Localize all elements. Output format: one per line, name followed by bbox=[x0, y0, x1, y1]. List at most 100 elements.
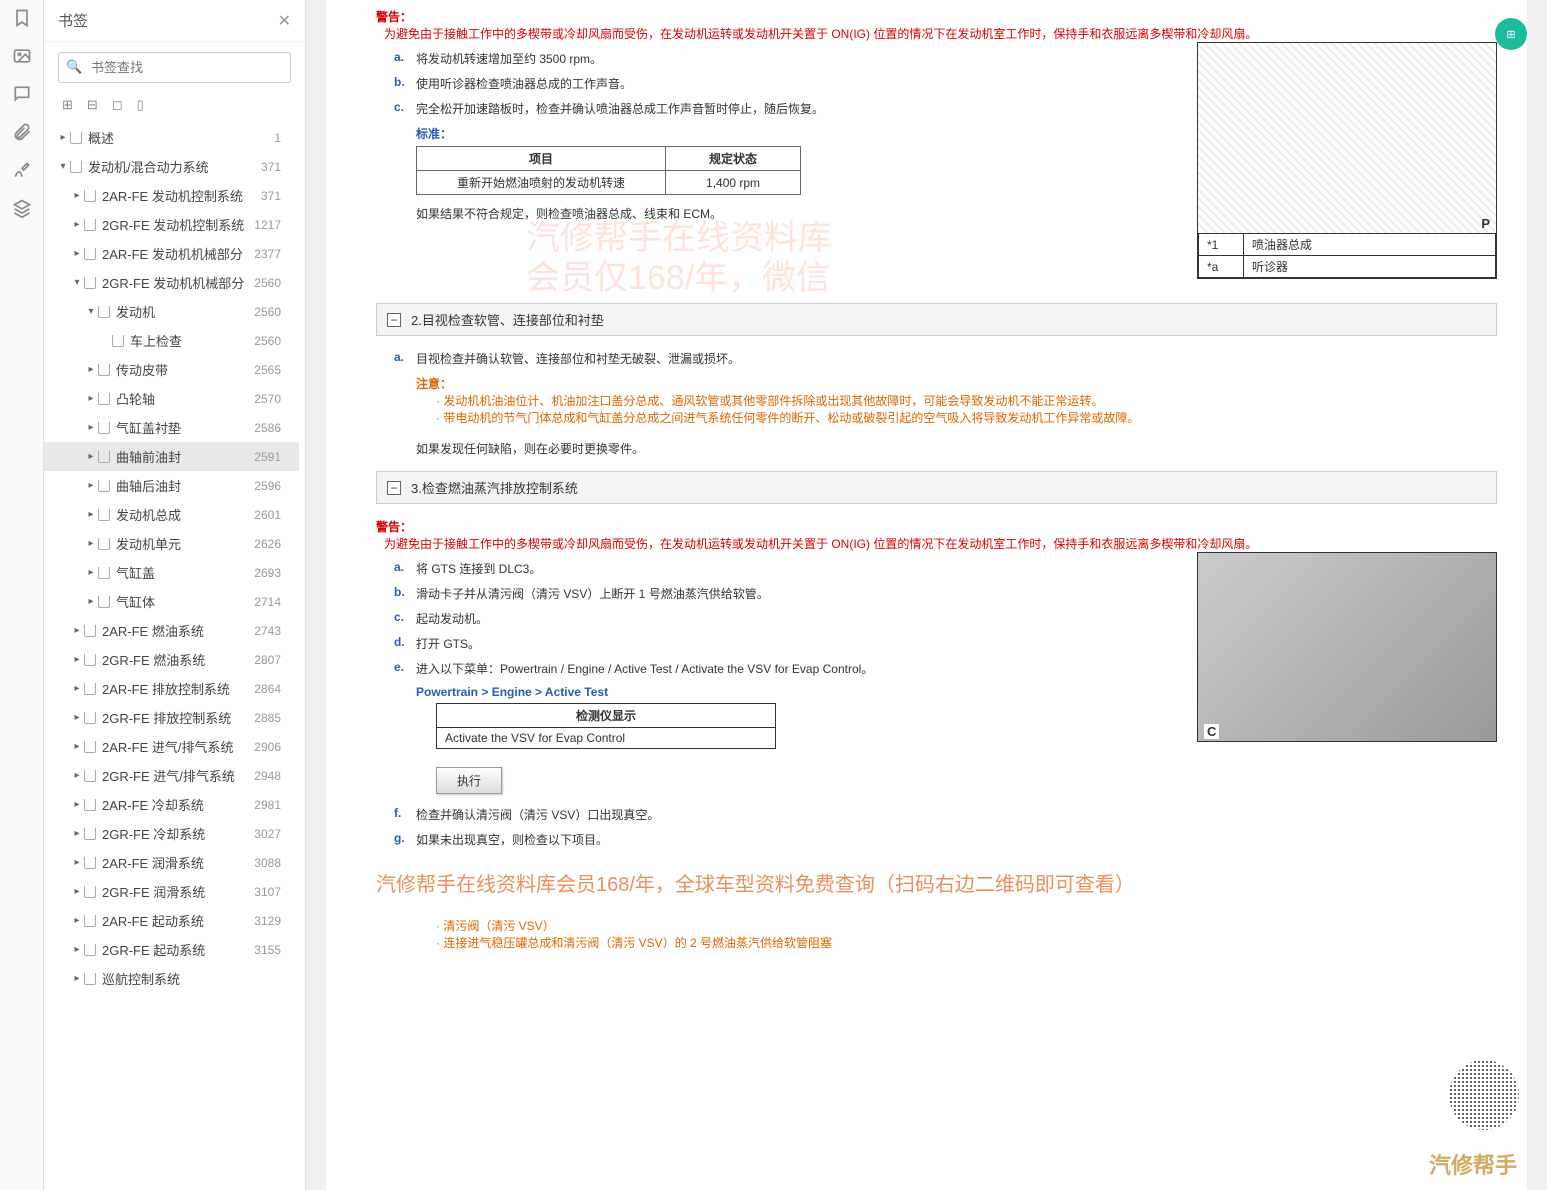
step-text: 使用听诊器检查喷油器总成的工作声音。 bbox=[416, 75, 632, 92]
bookmark-label: 传动皮带 bbox=[116, 360, 254, 379]
bookmark-label: 2GR-FE 排放控制系统 bbox=[102, 708, 254, 727]
watermark: 会员仅168/年，微信 bbox=[526, 250, 830, 299]
bookmark-node[interactable]: 车上检查2560 bbox=[44, 326, 299, 355]
chevron-icon[interactable]: ▸ bbox=[86, 509, 96, 520]
chevron-icon[interactable]: ▸ bbox=[72, 219, 82, 230]
chevron-icon[interactable]: ▸ bbox=[72, 915, 82, 926]
bookmark-label: 2GR-FE 进气/排气系统 bbox=[102, 766, 254, 785]
close-icon[interactable]: ✕ bbox=[278, 11, 291, 31]
bookmark-icon bbox=[84, 828, 96, 840]
chevron-icon[interactable]: ▸ bbox=[86, 596, 96, 607]
bookmark-label: 2GR-FE 起动系统 bbox=[102, 940, 254, 959]
bookmark-node[interactable]: ▸2GR-FE 发动机控制系统1217 bbox=[44, 210, 299, 239]
help-badge[interactable]: ⊞ bbox=[1495, 18, 1527, 50]
bullet: · 清污阀（清污 VSV） bbox=[436, 917, 1497, 934]
warning-text: 为避免由于接触工作中的多楔带或冷却风扇而受伤，在发动机运转或发动机开关置于 ON… bbox=[384, 25, 1497, 42]
bookmark-label: 发动机/混合动力系统 bbox=[88, 157, 261, 176]
chevron-icon[interactable]: ▸ bbox=[72, 190, 82, 201]
chevron-icon[interactable]: ▸ bbox=[72, 886, 82, 897]
bookmark-node[interactable]: ▸发动机总成2601 bbox=[44, 500, 299, 529]
chevron-icon[interactable]: ▾ bbox=[86, 306, 96, 317]
bookmark-node[interactable]: ▾发动机2560 bbox=[44, 297, 299, 326]
bookmark-node[interactable]: ▾2GR-FE 发动机机械部分2560 bbox=[44, 268, 299, 297]
bookmark-node[interactable]: ▾发动机/混合动力系统371 bbox=[44, 152, 299, 181]
chevron-icon[interactable]: ▸ bbox=[72, 944, 82, 955]
chevron-icon[interactable]: ▸ bbox=[86, 422, 96, 433]
layers-icon[interactable] bbox=[12, 198, 32, 218]
search-input[interactable] bbox=[58, 52, 291, 83]
bookmark-node[interactable]: ▸2GR-FE 润滑系统3107 bbox=[44, 877, 299, 906]
remove-bookmark-icon[interactable]: ⊟ bbox=[87, 97, 98, 113]
bookmark-node[interactable]: ▸曲轴后油封2596 bbox=[44, 471, 299, 500]
bookmark-node[interactable]: ▸曲轴前油封2591 bbox=[44, 442, 299, 471]
bookmark-node[interactable]: ▸发动机单元2626 bbox=[44, 529, 299, 558]
bookmark-node[interactable]: ▸气缸体2714 bbox=[44, 587, 299, 616]
chevron-icon[interactable]: ▸ bbox=[86, 567, 96, 578]
bookmark-node[interactable]: ▸2GR-FE 进气/排气系统2948 bbox=[44, 761, 299, 790]
bookmark-node[interactable]: ▸2AR-FE 发动机机械部分2377 bbox=[44, 239, 299, 268]
chevron-icon[interactable]: ▸ bbox=[86, 538, 96, 549]
chevron-icon[interactable]: ▸ bbox=[72, 625, 82, 636]
bookmark-node[interactable]: ▸凸轮轴2570 bbox=[44, 384, 299, 413]
bookmark-icon[interactable] bbox=[12, 8, 32, 28]
chevron-icon[interactable]: ▾ bbox=[58, 161, 68, 172]
bookmark-node[interactable]: ▸2AR-FE 起动系统3129 bbox=[44, 906, 299, 935]
bookmark-node[interactable]: ▸2GR-FE 冷却系统3027 bbox=[44, 819, 299, 848]
add-bookmark-icon[interactable]: ⊞ bbox=[62, 97, 73, 113]
bookmark-node[interactable]: ▸巡航控制系统 bbox=[44, 964, 299, 993]
bookmark-tree[interactable]: ▸概述1▾发动机/混合动力系统371▸2AR-FE 发动机控制系统371▸2GR… bbox=[44, 123, 305, 1190]
chevron-icon[interactable]: ▸ bbox=[86, 451, 96, 462]
bookmark-node[interactable]: ▸ 2GR-FE 排放控制系统2885 bbox=[44, 703, 299, 732]
bookmark-node[interactable]: ▸气缸盖2693 bbox=[44, 558, 299, 587]
bookmark-icon bbox=[84, 799, 96, 811]
bookmark-label: 发动机 bbox=[116, 302, 254, 321]
bookmark-label: 车上检查 bbox=[130, 331, 254, 350]
step-text: 检查并确认清污阀（清污 VSV）口出现真空。 bbox=[416, 806, 659, 823]
chevron-icon[interactable]: ▸ bbox=[86, 480, 96, 491]
bookmark-node[interactable]: ▸2AR-FE 燃油系统2743 bbox=[44, 616, 299, 645]
bookmark-node[interactable]: ▸2GR-FE 燃油系统2807 bbox=[44, 645, 299, 674]
chevron-icon[interactable]: ▸ bbox=[72, 712, 82, 723]
chevron-icon[interactable]: ▸ bbox=[72, 799, 82, 810]
bookmark-node[interactable]: ▸ 传动皮带2565 bbox=[44, 355, 299, 384]
bookmark-label: 2GR-FE 冷却系统 bbox=[102, 824, 254, 843]
chevron-icon[interactable]: ▸ bbox=[72, 654, 82, 665]
bookmark-node[interactable]: ▸2GR-FE 起动系统3155 bbox=[44, 935, 299, 964]
attach-icon[interactable] bbox=[12, 122, 32, 142]
chevron-icon[interactable]: ▸ bbox=[72, 973, 82, 984]
document-viewport[interactable]: 汽修帮手在线资料库 会员仅168/年，微信 警告： 为避免由于接触工作中的多楔带… bbox=[306, 0, 1547, 1190]
chevron-icon[interactable]: ▸ bbox=[72, 683, 82, 694]
comment-icon[interactable] bbox=[12, 84, 32, 104]
chevron-icon[interactable]: ▸ bbox=[86, 364, 96, 375]
section-header[interactable]: −3.检查燃油蒸汽排放控制系统 bbox=[376, 471, 1497, 504]
chevron-icon[interactable]: ▸ bbox=[72, 770, 82, 781]
step-text: 目视检查并确认软管、连接部位和衬垫无破裂、泄漏或损坏。 bbox=[416, 350, 740, 367]
bookmark-outline-icon[interactable]: ◻ bbox=[112, 97, 123, 113]
image-icon[interactable] bbox=[12, 46, 32, 66]
bookmark-label: 发动机总成 bbox=[116, 505, 254, 524]
bookmark-fill-icon[interactable]: ▯ bbox=[137, 97, 144, 113]
chevron-icon[interactable]: ▸ bbox=[86, 393, 96, 404]
page-number: 2565 bbox=[254, 363, 291, 377]
chevron-icon[interactable]: ▸ bbox=[58, 132, 68, 143]
chevron-icon[interactable]: ▸ bbox=[72, 828, 82, 839]
bookmark-node[interactable]: ▸2AR-FE 冷却系统2981 bbox=[44, 790, 299, 819]
bookmark-label: 2GR-FE 燃油系统 bbox=[102, 650, 254, 669]
chevron-icon[interactable]: ▸ bbox=[72, 248, 82, 259]
page-number: 2885 bbox=[254, 711, 291, 725]
qr-code bbox=[1449, 1060, 1519, 1130]
chevron-icon[interactable]: ▸ bbox=[72, 741, 82, 752]
bookmark-node[interactable]: ▸2AR-FE 进气/排气系统2906 bbox=[44, 732, 299, 761]
bookmark-node[interactable]: ▸2AR-FE 润滑系统3088 bbox=[44, 848, 299, 877]
chevron-icon[interactable]: ▾ bbox=[72, 277, 82, 288]
page-number: 2714 bbox=[254, 595, 291, 609]
bookmark-node[interactable]: ▸2AR-FE 排放控制系统2864 bbox=[44, 674, 299, 703]
bookmark-node[interactable]: ▸概述1 bbox=[44, 123, 299, 152]
sign-icon[interactable] bbox=[12, 160, 32, 180]
section-header[interactable]: −2.目视检查软管、连接部位和衬垫 bbox=[376, 303, 1497, 336]
bookmark-node[interactable]: ▸2AR-FE 发动机控制系统371 bbox=[44, 181, 299, 210]
execute-button[interactable]: 执行 bbox=[436, 767, 502, 794]
page-number: 2377 bbox=[254, 247, 291, 261]
bookmark-node[interactable]: ▸气缸盖衬垫2586 bbox=[44, 413, 299, 442]
chevron-icon[interactable]: ▸ bbox=[72, 857, 82, 868]
